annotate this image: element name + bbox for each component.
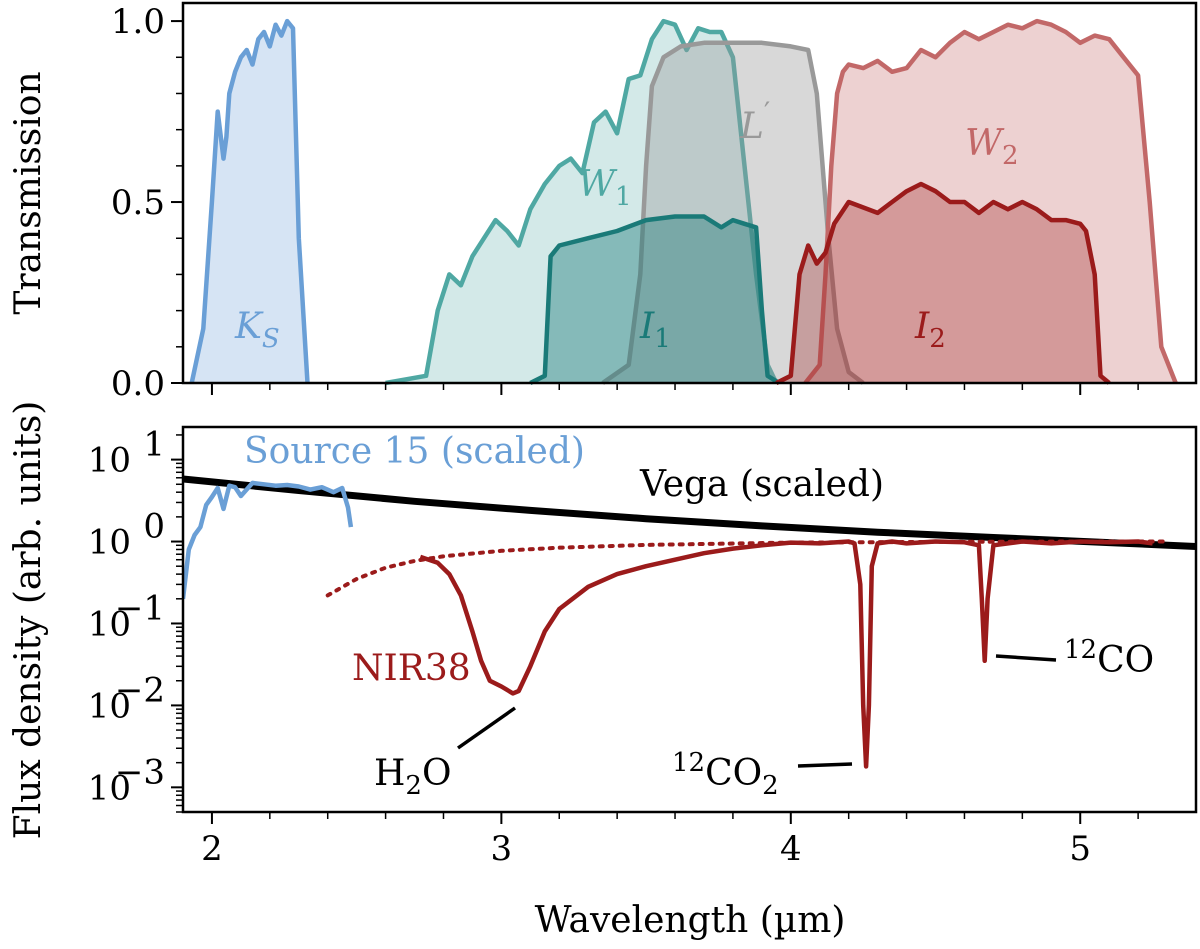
source15-label: Source 15 (scaled) <box>244 431 585 472</box>
co2-leader-line <box>797 762 853 768</box>
top-x-ticks <box>210 383 1139 395</box>
y-tick-label: 10 <box>88 686 131 726</box>
filter-label: L′ <box>739 96 770 147</box>
transmission-panel: 0.0 0.5 1.0 Transmission KS W1 L′ I1 W2 I2 <box>8 1 1198 404</box>
series-k-s <box>189 18 310 384</box>
x-tick-label: 3 <box>491 829 513 869</box>
y-tick-label: 10 <box>88 441 131 481</box>
x-tick-label: 2 <box>201 829 223 869</box>
bottom-axes-frame <box>181 425 1198 814</box>
vega-label: Vega (scaled) <box>639 464 884 505</box>
series-line <box>601 40 865 385</box>
h2o-leader-line <box>456 706 517 750</box>
filter-labels: KS W1 L′ I1 W2 I2 <box>234 96 1019 354</box>
series-fill <box>191 21 308 383</box>
y-tick-exponent: 0 <box>143 507 165 547</box>
series-fill <box>530 216 780 383</box>
series-line <box>189 18 310 384</box>
h2o-label: H2O <box>374 753 451 801</box>
co2-label: 12CO2 <box>672 748 779 801</box>
nir38-label: NIR38 <box>352 648 471 689</box>
x-tick-label: 4 <box>780 829 802 869</box>
bottom-x-ticks: 2 3 4 5 <box>201 812 1139 869</box>
series-line <box>803 18 1178 385</box>
x-axis-title: Wavelength (µm) <box>535 900 846 941</box>
series-w-1 <box>385 18 779 386</box>
series-line <box>775 181 1111 386</box>
bottom-y-axis-title: Flux density (arb. units) <box>8 401 49 840</box>
series-fill <box>385 21 777 383</box>
filter-label: KS <box>234 306 280 354</box>
transmission-series <box>189 18 1178 386</box>
series-i-1 <box>529 214 781 386</box>
x-tick-label: 5 <box>1069 829 1091 869</box>
y-tick-exponent: −1 <box>115 588 165 628</box>
series-line <box>385 18 779 386</box>
filter-label: I1 <box>639 306 671 354</box>
series-continuum <box>325 539 1170 598</box>
y-tick-label: 1.0 <box>111 2 165 42</box>
top-y-axis-title: Transmission <box>8 71 49 314</box>
y-tick-label: 10 <box>88 768 131 808</box>
y-tick-label: 0.0 <box>111 364 165 404</box>
top-axes-frame <box>181 1 1198 385</box>
y-tick-label: 0.5 <box>111 183 165 223</box>
y-tick-exponent: 1 <box>143 425 165 465</box>
co-leader-line <box>995 654 1057 662</box>
series-line <box>529 214 781 386</box>
filter-label: W2 <box>965 123 1019 171</box>
y-tick-label: 10 <box>88 604 131 644</box>
series-i-2 <box>775 181 1111 386</box>
filter-label: W1 <box>578 164 632 212</box>
y-tick-exponent: −2 <box>115 670 165 710</box>
co-label: 12CO <box>1064 635 1154 681</box>
flux-series <box>183 475 1196 769</box>
y-tick-label: 10 <box>88 523 131 563</box>
series-fill <box>776 184 1110 383</box>
filter-label: I2 <box>914 306 946 354</box>
series-nir38 <box>419 539 1153 769</box>
series-source-15-scaled <box>183 480 354 600</box>
flux-annotations: Vega (scaled) Source 15 (scaled) NIR38 H2O 1… <box>244 431 1154 801</box>
y-tick-exponent: −3 <box>115 752 165 792</box>
top-y-ticks: 0.0 0.5 1.0 <box>111 2 183 404</box>
